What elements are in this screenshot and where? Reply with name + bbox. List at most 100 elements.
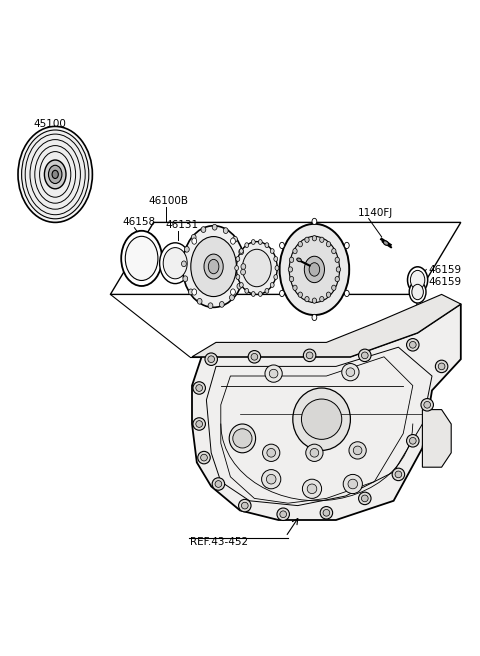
Ellipse shape xyxy=(335,276,339,281)
Ellipse shape xyxy=(181,261,186,267)
Circle shape xyxy=(306,352,313,359)
Circle shape xyxy=(323,510,330,516)
Ellipse shape xyxy=(125,236,158,281)
Ellipse shape xyxy=(332,249,336,254)
Circle shape xyxy=(407,434,419,447)
Circle shape xyxy=(263,444,280,461)
Ellipse shape xyxy=(297,258,301,262)
Ellipse shape xyxy=(320,237,324,243)
Ellipse shape xyxy=(236,241,277,295)
Circle shape xyxy=(193,418,205,430)
Ellipse shape xyxy=(279,242,284,249)
Ellipse shape xyxy=(309,262,320,276)
Polygon shape xyxy=(192,295,461,357)
Ellipse shape xyxy=(240,249,243,253)
Circle shape xyxy=(424,401,431,408)
Ellipse shape xyxy=(258,292,262,297)
Text: 46100B: 46100B xyxy=(149,195,189,205)
Ellipse shape xyxy=(410,270,425,289)
Text: 46131: 46131 xyxy=(166,220,199,230)
Circle shape xyxy=(267,449,276,457)
Circle shape xyxy=(269,369,278,378)
Ellipse shape xyxy=(121,231,162,286)
Circle shape xyxy=(193,382,205,394)
Ellipse shape xyxy=(252,292,255,297)
Circle shape xyxy=(303,349,316,361)
Circle shape xyxy=(409,438,416,444)
Ellipse shape xyxy=(345,242,349,249)
Ellipse shape xyxy=(235,266,239,270)
Circle shape xyxy=(233,429,252,448)
Circle shape xyxy=(438,363,445,370)
Ellipse shape xyxy=(48,165,62,184)
Ellipse shape xyxy=(312,236,317,241)
Ellipse shape xyxy=(288,267,293,272)
Ellipse shape xyxy=(245,243,249,247)
Ellipse shape xyxy=(304,256,324,283)
Ellipse shape xyxy=(182,226,245,308)
Ellipse shape xyxy=(22,130,89,219)
Ellipse shape xyxy=(245,289,249,293)
Ellipse shape xyxy=(252,239,255,245)
Polygon shape xyxy=(110,222,461,295)
Text: 1140FJ: 1140FJ xyxy=(358,207,393,218)
Ellipse shape xyxy=(274,256,277,261)
Circle shape xyxy=(262,470,281,489)
Circle shape xyxy=(208,356,215,363)
Circle shape xyxy=(421,399,433,411)
Ellipse shape xyxy=(265,243,269,247)
Ellipse shape xyxy=(335,257,339,262)
Ellipse shape xyxy=(326,292,331,297)
Text: 46159: 46159 xyxy=(429,277,462,287)
Ellipse shape xyxy=(312,314,317,321)
Circle shape xyxy=(212,478,225,490)
Ellipse shape xyxy=(289,276,294,281)
Ellipse shape xyxy=(293,285,297,291)
Ellipse shape xyxy=(191,237,236,297)
Circle shape xyxy=(320,506,333,519)
Ellipse shape xyxy=(240,269,245,275)
Circle shape xyxy=(215,481,222,487)
Ellipse shape xyxy=(270,249,274,253)
Ellipse shape xyxy=(204,254,223,279)
Text: REF.43-452: REF.43-452 xyxy=(190,537,248,547)
Ellipse shape xyxy=(345,291,349,297)
Circle shape xyxy=(280,511,287,518)
Circle shape xyxy=(301,399,342,440)
Circle shape xyxy=(395,471,402,478)
Ellipse shape xyxy=(289,257,294,262)
Circle shape xyxy=(435,360,448,373)
Circle shape xyxy=(359,492,371,504)
Ellipse shape xyxy=(274,275,277,279)
Circle shape xyxy=(349,441,366,459)
Ellipse shape xyxy=(18,127,92,222)
Text: 46158: 46158 xyxy=(122,217,156,227)
Ellipse shape xyxy=(45,160,66,189)
Circle shape xyxy=(407,338,419,351)
Ellipse shape xyxy=(298,292,302,297)
Ellipse shape xyxy=(279,224,349,315)
Ellipse shape xyxy=(332,285,336,291)
Ellipse shape xyxy=(189,289,193,295)
Circle shape xyxy=(348,479,358,489)
Ellipse shape xyxy=(183,276,188,281)
Ellipse shape xyxy=(236,256,240,261)
Text: 45100: 45100 xyxy=(34,119,66,129)
Ellipse shape xyxy=(192,234,196,240)
Ellipse shape xyxy=(320,297,324,302)
Ellipse shape xyxy=(192,238,197,244)
Ellipse shape xyxy=(293,249,297,254)
Ellipse shape xyxy=(298,241,302,247)
Ellipse shape xyxy=(52,171,59,178)
Ellipse shape xyxy=(229,295,234,300)
Circle shape xyxy=(409,341,416,348)
Circle shape xyxy=(248,350,261,363)
Circle shape xyxy=(201,454,207,461)
Ellipse shape xyxy=(230,238,235,244)
Ellipse shape xyxy=(270,283,274,287)
Ellipse shape xyxy=(412,284,423,300)
Circle shape xyxy=(302,479,322,499)
Circle shape xyxy=(251,354,258,360)
Ellipse shape xyxy=(258,239,262,245)
Ellipse shape xyxy=(312,298,317,303)
